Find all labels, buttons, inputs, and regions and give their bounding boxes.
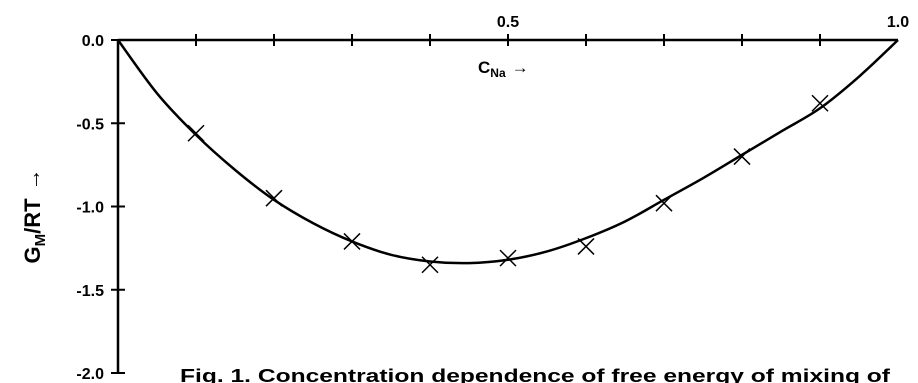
x-tick-label-0: 0.5: [497, 14, 519, 31]
y-tick-label-0: 0.0: [82, 33, 104, 50]
x-axis-title-arrow: →: [512, 58, 529, 77]
y-axis-title-arrow: →: [20, 168, 45, 190]
x-axis-title-main: C: [478, 58, 490, 77]
y-axis-title-sub: M: [32, 234, 49, 247]
data-point-6: [655, 194, 673, 212]
data-point-4-stroke-b: [499, 249, 517, 267]
data-point-4: [499, 249, 517, 267]
data-point-6-stroke-b: [655, 194, 673, 212]
data-point-3: [421, 256, 439, 274]
y-tick-label-2: -1.0: [76, 200, 104, 217]
y-tick-label-4: -2.0: [76, 366, 104, 383]
x-axis-title: CNa →: [478, 58, 529, 80]
data-point-7: [733, 148, 751, 166]
data-point-1-stroke-b: [265, 189, 283, 207]
data-point-2-stroke-b: [343, 232, 361, 250]
data-point-5-stroke-b: [577, 237, 595, 255]
tick-labels: 0.5 1.0 0.0 -0.5 -1.0 -1.5 -2.0: [76, 14, 909, 383]
data-point-8-stroke-b: [811, 94, 829, 112]
data-point-0: [187, 124, 205, 142]
data-point-0-stroke-b: [187, 124, 205, 142]
x-axis-title-sub: Na: [490, 66, 506, 80]
y-tick-label-3: -1.5: [76, 283, 104, 300]
x-tick-label-1: 1.0: [887, 14, 909, 31]
data-markers: [187, 94, 829, 274]
y-axis-title: GM/RT →: [20, 168, 49, 263]
data-point-2: [343, 232, 361, 250]
y-axis-title-main: G: [20, 246, 45, 263]
data-point-5: [577, 237, 595, 255]
y-tick-label-1: -0.5: [76, 116, 104, 133]
data-point-3-stroke-b: [421, 256, 439, 274]
y-axis-title-rest: /RT: [20, 198, 45, 234]
figure-caption: Fig. 1. Concentration dependence of free…: [180, 366, 891, 383]
data-point-7-stroke-b: [733, 148, 751, 166]
data-point-1: [265, 189, 283, 207]
data-point-8: [811, 94, 829, 112]
fit-curve: [116, 39, 899, 265]
axes: [116, 38, 898, 373]
ticks: [111, 34, 821, 374]
